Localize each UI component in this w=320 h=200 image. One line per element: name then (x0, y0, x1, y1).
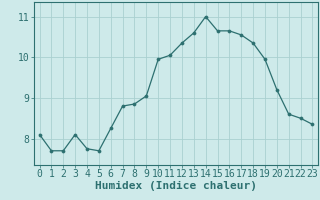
X-axis label: Humidex (Indice chaleur): Humidex (Indice chaleur) (95, 181, 257, 191)
